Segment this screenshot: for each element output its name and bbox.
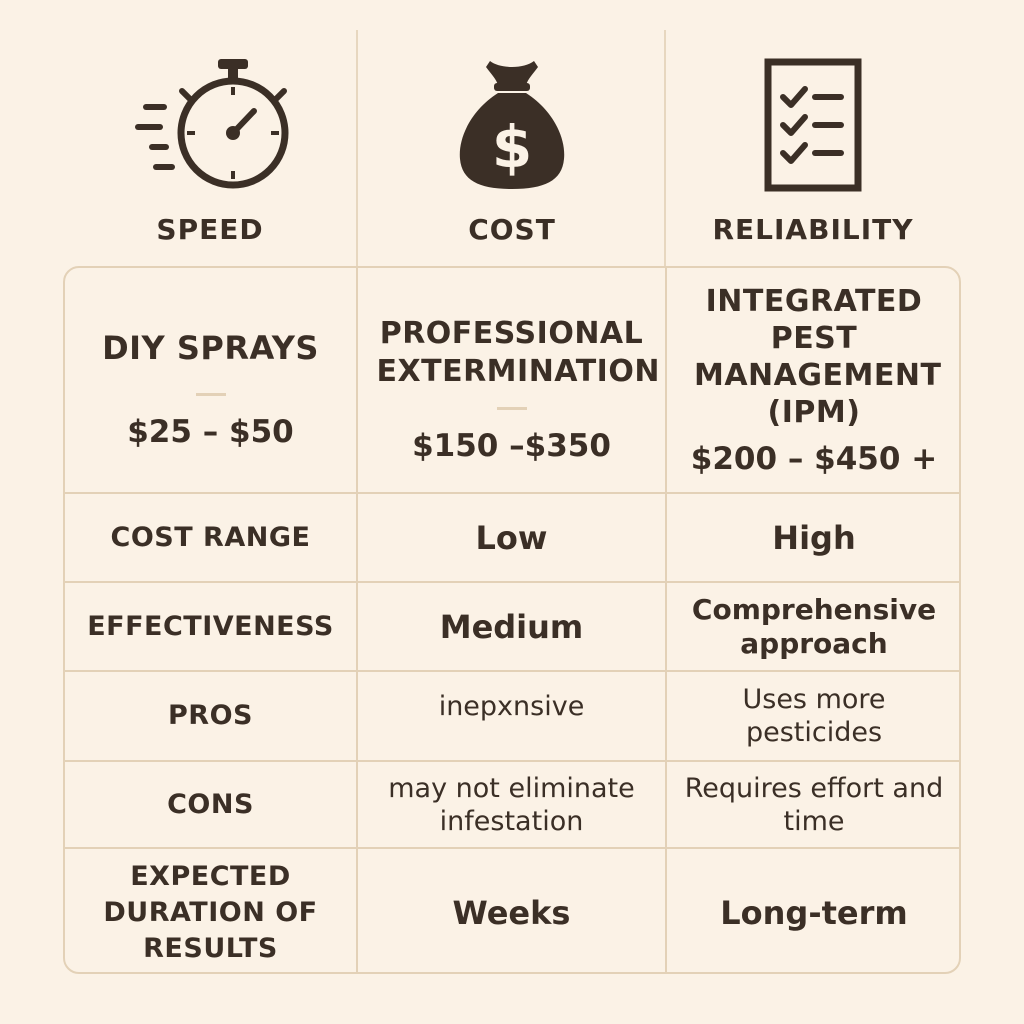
table-row: PROS inepxnsive Uses more pesticides	[65, 670, 959, 760]
row-value: High	[772, 518, 856, 557]
svg-text:$: $	[492, 113, 532, 181]
method-title: PROFESSIONAL EXTERMINATION	[376, 315, 660, 389]
divider-dash	[496, 406, 527, 410]
row-value: Low	[358, 494, 667, 581]
table-row: EFFECTIVENESS Medium Comprehensive appro…	[65, 581, 959, 670]
divider-dash	[195, 392, 226, 396]
speed-label: SPEED	[156, 213, 264, 246]
method-title: INTEGRATED PEST MANAGEMENT (IPM)	[693, 284, 942, 430]
row-label: PROS	[65, 672, 358, 760]
row-label: CONS	[65, 762, 358, 847]
stopwatch-icon	[100, 55, 320, 195]
method-price: $150 –$350	[412, 427, 611, 464]
method-cell-ipm: INTEGRATED PEST MANAGEMENT (IPM) $200 – …	[667, 268, 959, 492]
method-title: DIY SPRAYS	[102, 328, 319, 367]
reliability-label: RELIABILITY	[712, 213, 914, 246]
methods-row: DIY SPRAYS $25 – $50 PROFESSIONAL EXTERM…	[65, 268, 959, 492]
row-value: Comprehensive approach	[691, 592, 937, 660]
row-value: Long-term	[720, 893, 908, 932]
table-row: COST RANGE Low High	[65, 492, 959, 581]
row-value: inepxnsive	[358, 672, 667, 760]
method-price: $25 – $50	[127, 413, 294, 450]
method-price: $200 – $450 +	[690, 441, 938, 477]
row-label: COST RANGE	[65, 494, 358, 581]
row-value: Requires effort and time	[684, 772, 944, 837]
cost-label: COST	[468, 213, 556, 246]
comparison-table: DIY SPRAYS $25 – $50 PROFESSIONAL EXTERM…	[63, 266, 961, 974]
row-value: Medium	[358, 583, 667, 670]
header-divider	[356, 30, 358, 266]
row-value: Uses more pesticides	[742, 684, 886, 748]
row-label: EXPECTED DURATION OF RESULTS	[65, 849, 358, 972]
row-value: Weeks	[358, 849, 667, 972]
method-cell-professional: PROFESSIONAL EXTERMINATION $150 –$350	[358, 268, 667, 492]
header-divider	[664, 30, 666, 266]
method-cell-diy: DIY SPRAYS $25 – $50	[65, 268, 358, 492]
row-value: may not eliminate infestation	[358, 762, 667, 847]
table-row: CONS may not eliminate infestation Requi…	[65, 760, 959, 847]
table-row: EXPECTED DURATION OF RESULTS Weeks Long-…	[65, 847, 959, 972]
money-bag-icon: $	[400, 55, 624, 195]
checklist-icon	[700, 55, 926, 195]
row-label: EFFECTIVENESS	[65, 583, 358, 670]
